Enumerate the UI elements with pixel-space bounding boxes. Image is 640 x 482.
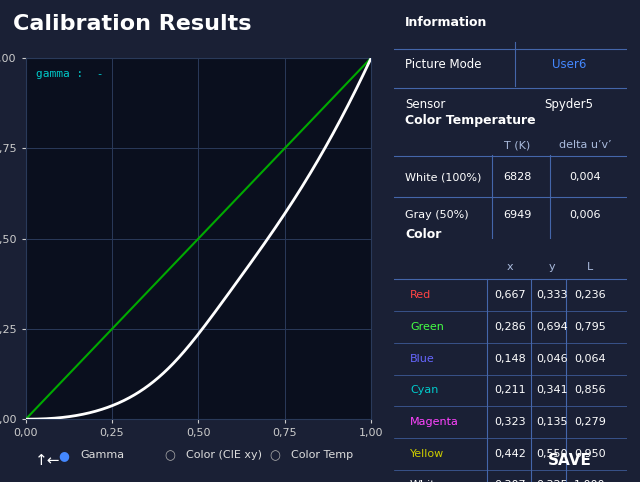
Text: White (100%): White (100%): [405, 172, 482, 182]
Text: 0,004: 0,004: [570, 172, 601, 182]
Text: 0,135: 0,135: [537, 417, 568, 427]
Text: User6: User6: [552, 58, 586, 70]
Text: 0,325: 0,325: [536, 481, 568, 482]
Text: SAVE: SAVE: [548, 453, 591, 468]
Text: ○: ○: [164, 449, 175, 462]
Text: 0,064: 0,064: [574, 354, 605, 364]
Text: 0,856: 0,856: [574, 386, 605, 395]
Text: 0,148: 0,148: [495, 354, 526, 364]
Text: Blue: Blue: [410, 354, 435, 364]
Text: Color Temp: Color Temp: [291, 451, 353, 460]
Text: 0,442: 0,442: [495, 449, 526, 459]
Text: 0,667: 0,667: [495, 290, 526, 300]
Text: Gamma: Gamma: [80, 451, 124, 460]
Text: 6828: 6828: [503, 172, 532, 182]
Text: Color Temperature: Color Temperature: [405, 114, 536, 127]
Text: 0,046: 0,046: [536, 354, 568, 364]
Text: 0,236: 0,236: [574, 290, 605, 300]
Text: Picture Mode: Picture Mode: [405, 58, 482, 70]
Text: 0,795: 0,795: [574, 322, 605, 332]
Text: 6949: 6949: [503, 210, 532, 220]
Text: ↑←: ↑←: [35, 453, 61, 468]
Text: White: White: [410, 481, 442, 482]
Text: gamma :  -: gamma : -: [36, 68, 104, 79]
Text: Red: Red: [410, 290, 431, 300]
Text: 0,333: 0,333: [537, 290, 568, 300]
Text: Green: Green: [410, 322, 444, 332]
Text: 0,006: 0,006: [570, 210, 601, 220]
Text: 0,550: 0,550: [537, 449, 568, 459]
Text: 0,341: 0,341: [536, 386, 568, 395]
Text: Information: Information: [405, 16, 488, 29]
Text: Spyder5: Spyder5: [544, 98, 593, 111]
Text: 0,950: 0,950: [574, 449, 605, 459]
Text: ●: ●: [59, 449, 69, 462]
Text: Sensor: Sensor: [405, 98, 445, 111]
Text: 0,694: 0,694: [536, 322, 568, 332]
Text: Yellow: Yellow: [410, 449, 444, 459]
Text: 0,323: 0,323: [495, 417, 526, 427]
Text: T (K): T (K): [504, 140, 531, 150]
Text: 0,286: 0,286: [495, 322, 526, 332]
Text: 0,279: 0,279: [574, 417, 606, 427]
Text: Cyan: Cyan: [410, 386, 438, 395]
Text: 1,000: 1,000: [574, 481, 605, 482]
Text: L: L: [587, 262, 593, 272]
Text: Color (CIE xy): Color (CIE xy): [186, 451, 262, 460]
Text: 0,211: 0,211: [495, 386, 526, 395]
Text: Magenta: Magenta: [410, 417, 459, 427]
Text: y: y: [549, 262, 556, 272]
Text: x: x: [507, 262, 514, 272]
Text: Calibration Results: Calibration Results: [13, 14, 252, 34]
Text: 0,307: 0,307: [495, 481, 526, 482]
Text: Color: Color: [405, 228, 442, 241]
Text: Gray (50%): Gray (50%): [405, 210, 469, 220]
Text: delta u’v’: delta u’v’: [559, 140, 611, 150]
Text: ○: ○: [270, 449, 280, 462]
